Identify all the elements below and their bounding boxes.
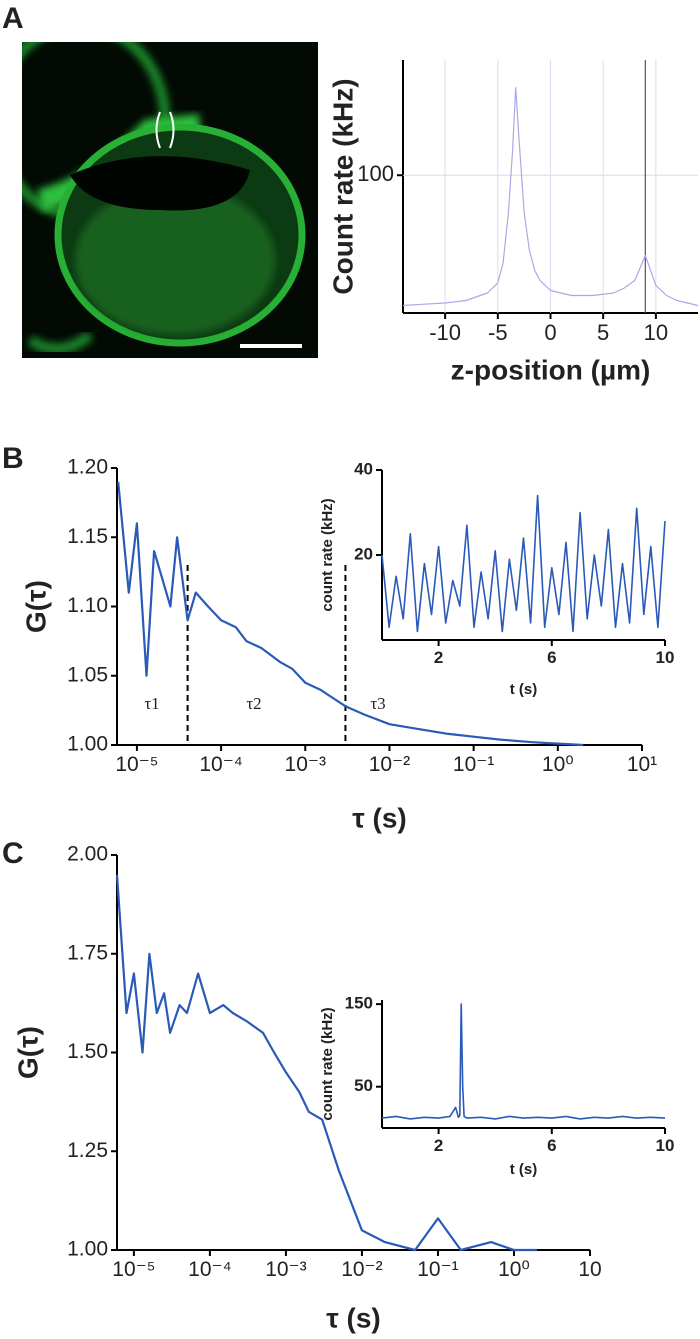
y-tick-label: 1.25 xyxy=(67,1139,108,1162)
nucleus xyxy=(70,156,250,211)
y-tick-label: 150 xyxy=(345,994,373,1013)
annotation: τ3 xyxy=(370,694,385,713)
x-tick-label: 10⁻³ xyxy=(265,1258,306,1281)
y-tick-label: 1.00 xyxy=(67,733,108,756)
x-axis-label: τ (s) xyxy=(352,802,407,833)
x-tick-label: 10⁰ xyxy=(542,753,574,776)
y-axis-label: count rate (kHz) xyxy=(319,1007,336,1120)
y-tick-label: 2.00 xyxy=(67,843,108,866)
y-tick-label: 20 xyxy=(354,544,373,563)
x-tick-label: 10⁻³ xyxy=(285,753,326,776)
y-tick-label: 40 xyxy=(354,459,373,478)
x-tick-label: 2 xyxy=(434,1136,443,1155)
data-line xyxy=(381,494,666,633)
y-tick-label: 1.75 xyxy=(67,941,108,964)
x-tick-label: -5 xyxy=(488,320,508,345)
data-line xyxy=(117,481,584,747)
panel-label: A xyxy=(2,2,24,35)
data-line xyxy=(115,874,537,1252)
y-tick-label: 100 xyxy=(357,161,394,186)
y-tick-label: 1.15 xyxy=(67,525,108,548)
y-tick-label: 1.05 xyxy=(67,663,108,686)
micrograph xyxy=(22,42,318,358)
x-tick-label: 10 xyxy=(644,320,668,345)
y-axis-label: Count rate (kHz) xyxy=(327,78,358,294)
panel-label: B xyxy=(2,442,24,475)
x-tick-label: 10⁻¹ xyxy=(417,1258,458,1281)
x-axis-label: t (s) xyxy=(510,681,538,698)
x-axis-label: z-position (µm) xyxy=(451,354,651,385)
x-tick-label: 10⁰ xyxy=(498,1258,530,1281)
panel-label: C xyxy=(2,837,24,870)
data-line xyxy=(381,1003,666,1120)
cytoplasm xyxy=(75,185,275,335)
data-line xyxy=(402,87,699,307)
y-tick-label: 50 xyxy=(354,1076,373,1095)
neighbor-cell xyxy=(27,331,94,354)
annotation: τ2 xyxy=(246,694,261,713)
y-tick-label: 1.20 xyxy=(67,456,108,479)
x-tick-label: 10⁻⁴ xyxy=(188,1258,231,1281)
y-axis-label: G(τ) xyxy=(20,580,51,633)
y-axis-label: count rate (kHz) xyxy=(319,498,336,611)
x-tick-label: 10 xyxy=(656,1136,675,1155)
x-tick-label: 10¹ xyxy=(627,753,657,776)
x-tick-label: 6 xyxy=(547,648,556,667)
x-tick-label: 10⁻¹ xyxy=(453,753,494,776)
x-tick-label: 2 xyxy=(434,648,443,667)
x-tick-label: 10⁻⁵ xyxy=(115,753,158,776)
y-axis-label: G(τ) xyxy=(12,1026,43,1079)
x-tick-label: 10⁻⁴ xyxy=(199,753,242,776)
x-tick-label: 0 xyxy=(544,320,556,345)
x-axis-label: t (s) xyxy=(510,1161,538,1178)
y-tick-label: 1.50 xyxy=(67,1040,108,1063)
x-tick-label: 6 xyxy=(547,1136,556,1155)
y-tick-label: 1.10 xyxy=(67,594,108,617)
annotation: τ1 xyxy=(144,694,159,713)
x-tick-label: 10⁻² xyxy=(341,1258,382,1281)
x-tick-label: 10⁻² xyxy=(369,753,410,776)
focus-marker xyxy=(155,111,175,149)
x-tick-label: 10⁻⁵ xyxy=(112,1258,155,1281)
x-tick-label: -10 xyxy=(429,320,461,345)
x-tick-label: 5 xyxy=(597,320,609,345)
y-tick-label: 1.00 xyxy=(67,1238,108,1261)
x-tick-label: 10 xyxy=(578,1258,601,1281)
x-tick-label: 10 xyxy=(656,648,675,667)
x-axis-label: τ (s) xyxy=(326,1302,381,1333)
